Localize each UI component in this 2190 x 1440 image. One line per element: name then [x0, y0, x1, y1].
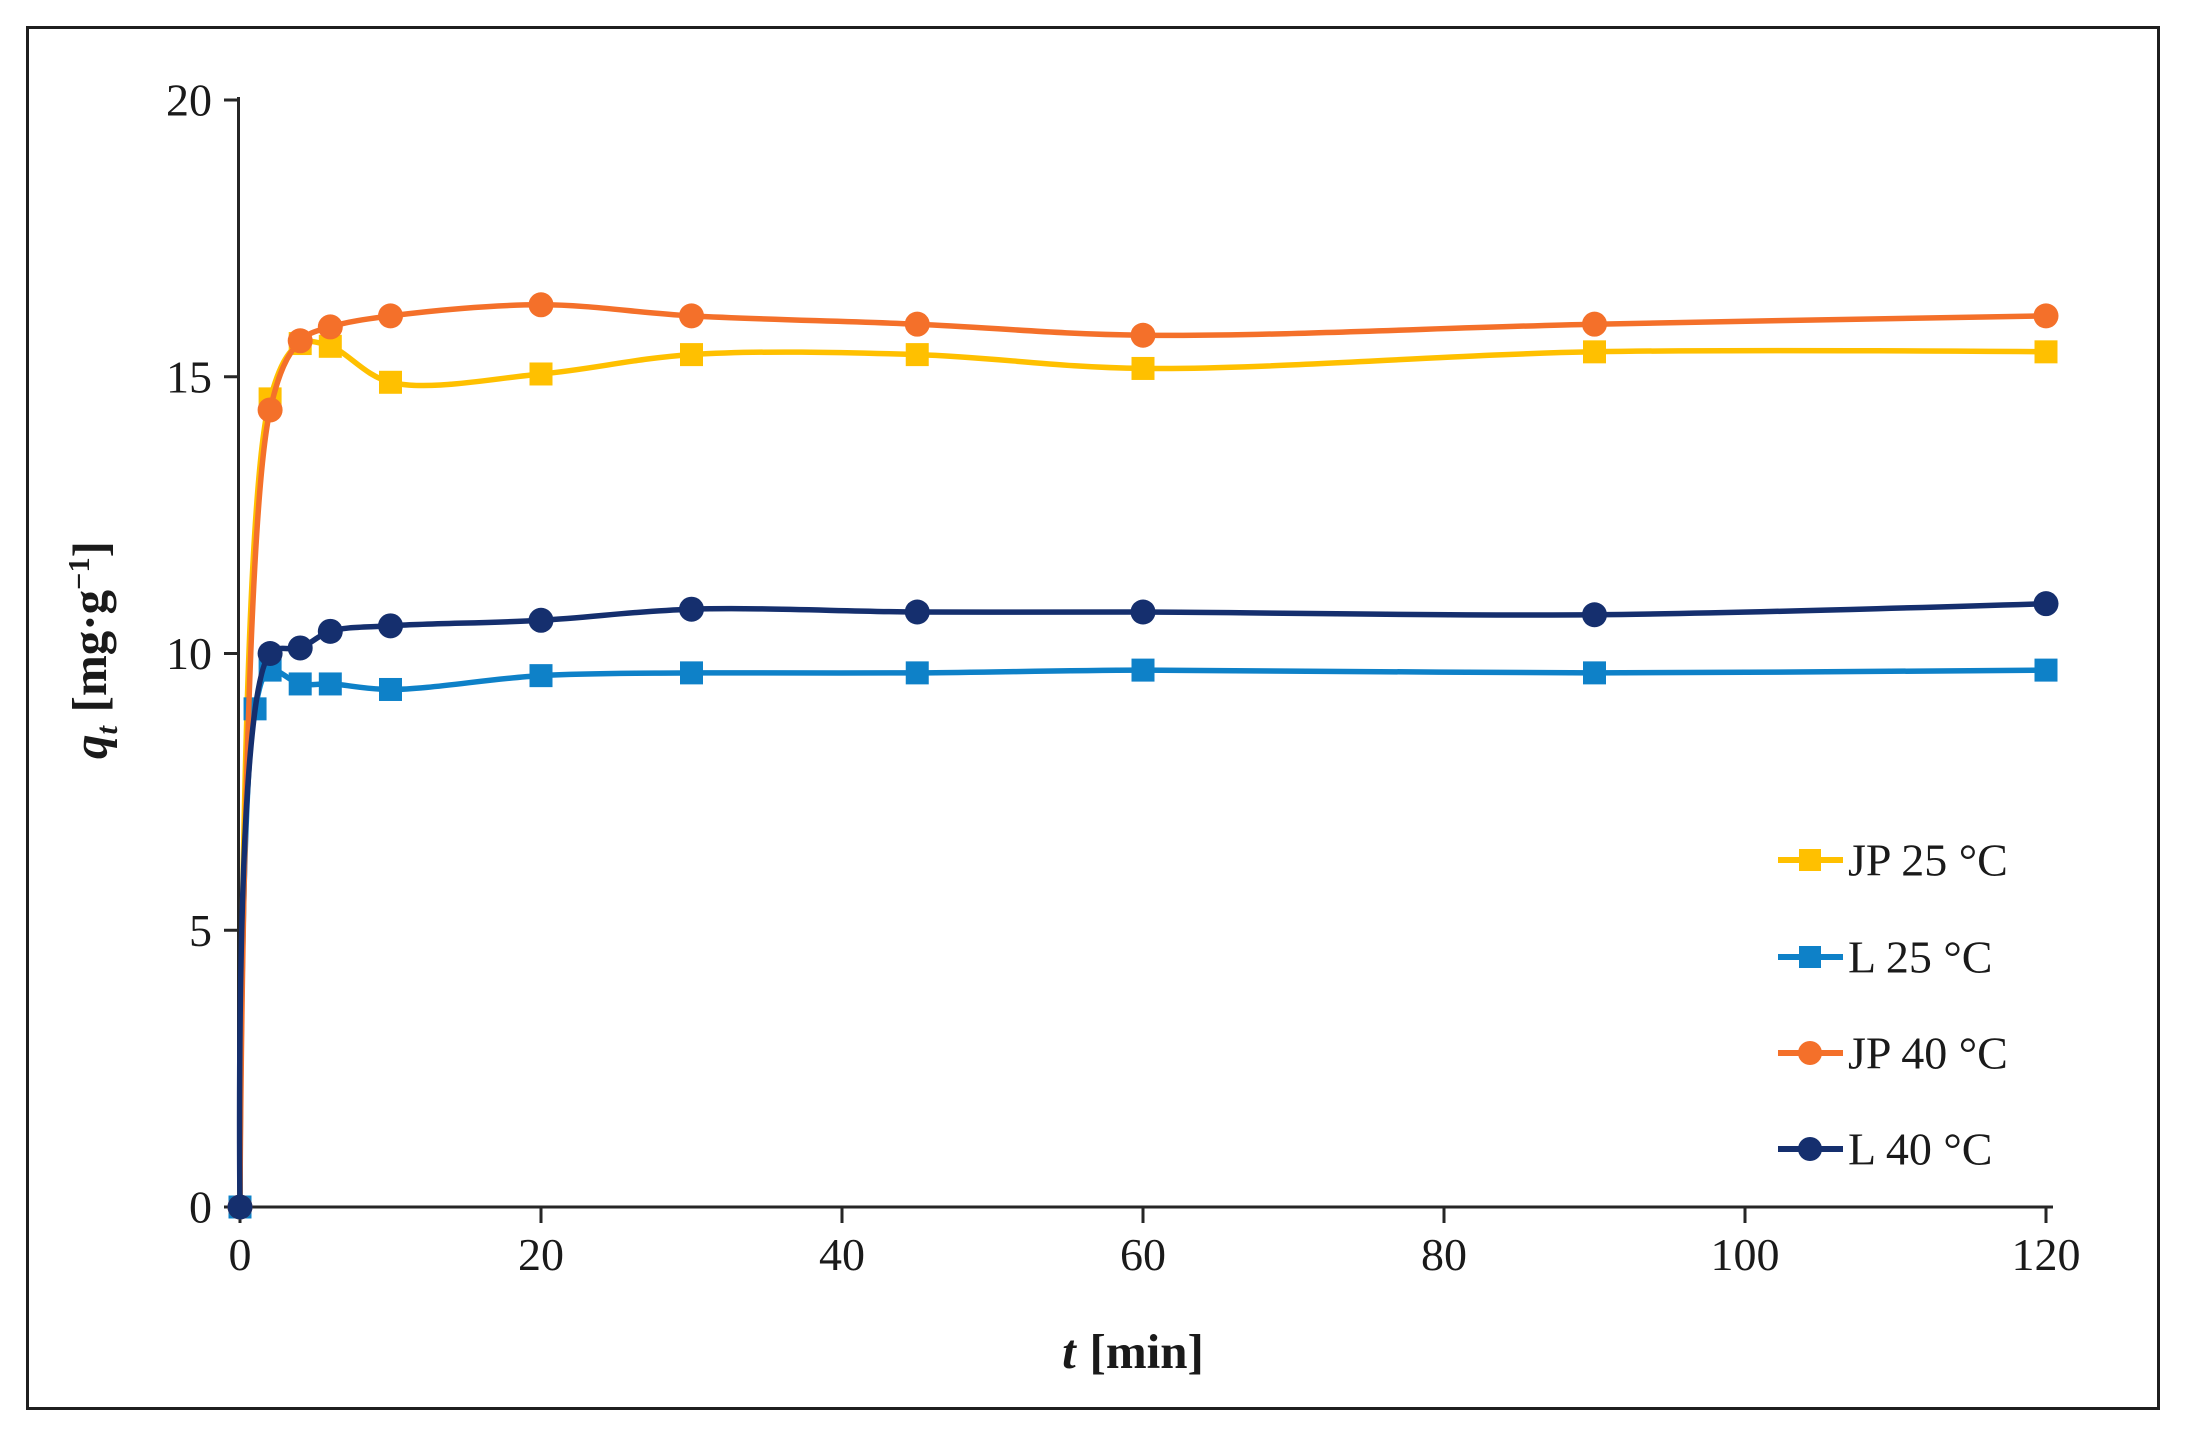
- series-line-jp-25-c: [237, 338, 2049, 1210]
- marker-jp-25-c: [2034, 340, 2058, 364]
- legend-item-l-25-c: L 25 °C: [1778, 932, 1992, 983]
- series-jp-25-c: [228, 332, 2058, 1219]
- marker-jp-25-c: [680, 343, 703, 367]
- marker-l-25-c: [379, 677, 402, 701]
- marker-l-40-c: [904, 599, 930, 625]
- series-line-l-25-c: [237, 667, 2049, 1210]
- y-tick-label: 0: [189, 1182, 212, 1233]
- y-tick-label: 10: [166, 628, 212, 679]
- series-l-25-c: [228, 658, 2058, 1219]
- marker-jp-40-c: [257, 397, 283, 423]
- marker-jp-40-c: [679, 303, 704, 329]
- marker-l-40-c: [317, 618, 343, 644]
- marker-jp-40-c: [1130, 322, 1156, 348]
- x-tick-label: 20: [518, 1229, 564, 1280]
- marker-l-25-c: [1583, 661, 1606, 685]
- x-tick-label: 0: [229, 1229, 252, 1280]
- x-axis-unit: [min]: [1089, 1324, 1204, 1379]
- marker-l-40-c: [227, 1194, 253, 1220]
- y-tick-label: 20: [166, 75, 212, 126]
- legend-item-jp-40-c: JP 40 °C: [1778, 1028, 2008, 1079]
- y-axis-unit: [mg·g: [62, 589, 118, 713]
- marker-l-40-c: [679, 596, 704, 622]
- marker-jp-25-c: [379, 370, 402, 394]
- marker-jp-40-c: [287, 328, 313, 354]
- x-tick-label: 120: [2012, 1229, 2081, 1280]
- marker-jp-25-c: [529, 362, 553, 386]
- marker-jp-40-c: [2033, 303, 2059, 329]
- legend-label-l-40-c: L 40 °C: [1848, 1124, 1992, 1175]
- marker-jp-40-c: [1582, 311, 1607, 337]
- marker-jp-40-c: [904, 311, 930, 337]
- series-line-jp-40-c: [237, 302, 2049, 1210]
- marker-jp-40-c: [528, 292, 554, 318]
- y-axis-title: qt [mg·g−1]: [39, 350, 124, 950]
- marker-l-25-c: [318, 672, 342, 696]
- marker-l-25-c: [2034, 658, 2058, 682]
- legend-item-jp-25-c: JP 25 °C: [1778, 835, 2008, 886]
- series-jp-40-c: [227, 292, 2059, 1220]
- legend-label-l-25-c: L 25 °C: [1848, 932, 1992, 983]
- marker-jp-25-c: [905, 343, 929, 367]
- legend-marker-l-25-c: [1799, 946, 1821, 968]
- x-tick-label: 80: [1421, 1229, 1467, 1280]
- figure-border: [26, 26, 2160, 1410]
- marker-l-40-c: [1582, 602, 1607, 628]
- marker-l-25-c: [1131, 658, 1155, 682]
- y-tick-label: 5: [189, 905, 212, 956]
- y-axis-exponent: −1: [62, 557, 96, 590]
- series-l-40-c: [227, 591, 2059, 1220]
- legend-marker-jp-25-c: [1799, 849, 1821, 871]
- marker-l-40-c: [257, 641, 283, 666]
- marker-l-40-c: [287, 635, 313, 661]
- marker-jp-25-c: [1583, 340, 1606, 364]
- x-tick-label: 40: [819, 1229, 865, 1280]
- y-tick-label: 15: [166, 351, 212, 402]
- legend-label-jp-25-c: JP 25 °C: [1848, 835, 2008, 886]
- y-axis-variable: q: [62, 734, 118, 760]
- marker-jp-40-c: [378, 303, 403, 329]
- marker-jp-25-c: [1131, 356, 1155, 380]
- marker-jp-40-c: [317, 314, 343, 340]
- legend-marker-jp-40-c: [1798, 1041, 1822, 1065]
- marker-l-40-c: [528, 607, 554, 633]
- legend-label-jp-40-c: JP 40 °C: [1848, 1028, 2008, 1079]
- x-axis-variable: t: [1062, 1324, 1076, 1379]
- y-axis-unit-close: ]: [62, 541, 118, 558]
- marker-l-25-c: [680, 661, 703, 685]
- marker-l-40-c: [1130, 599, 1156, 625]
- series-line-l-40-c: [236, 600, 2049, 1210]
- marker-l-40-c: [378, 613, 403, 639]
- x-tick-label: 60: [1120, 1229, 1166, 1280]
- marker-l-25-c: [288, 672, 312, 696]
- marker-l-25-c: [905, 661, 929, 685]
- legend-marker-l-40-c: [1798, 1137, 1822, 1161]
- marker-l-40-c: [2033, 591, 2059, 617]
- marker-jp-25-c: [318, 334, 342, 358]
- marker-l-25-c: [529, 664, 553, 688]
- x-tick-label: 100: [1711, 1229, 1780, 1280]
- x-axis-title: t [min]: [933, 1317, 1333, 1387]
- y-axis-subscript: t: [90, 726, 125, 735]
- legend-item-l-40-c: L 40 °C: [1778, 1124, 1992, 1175]
